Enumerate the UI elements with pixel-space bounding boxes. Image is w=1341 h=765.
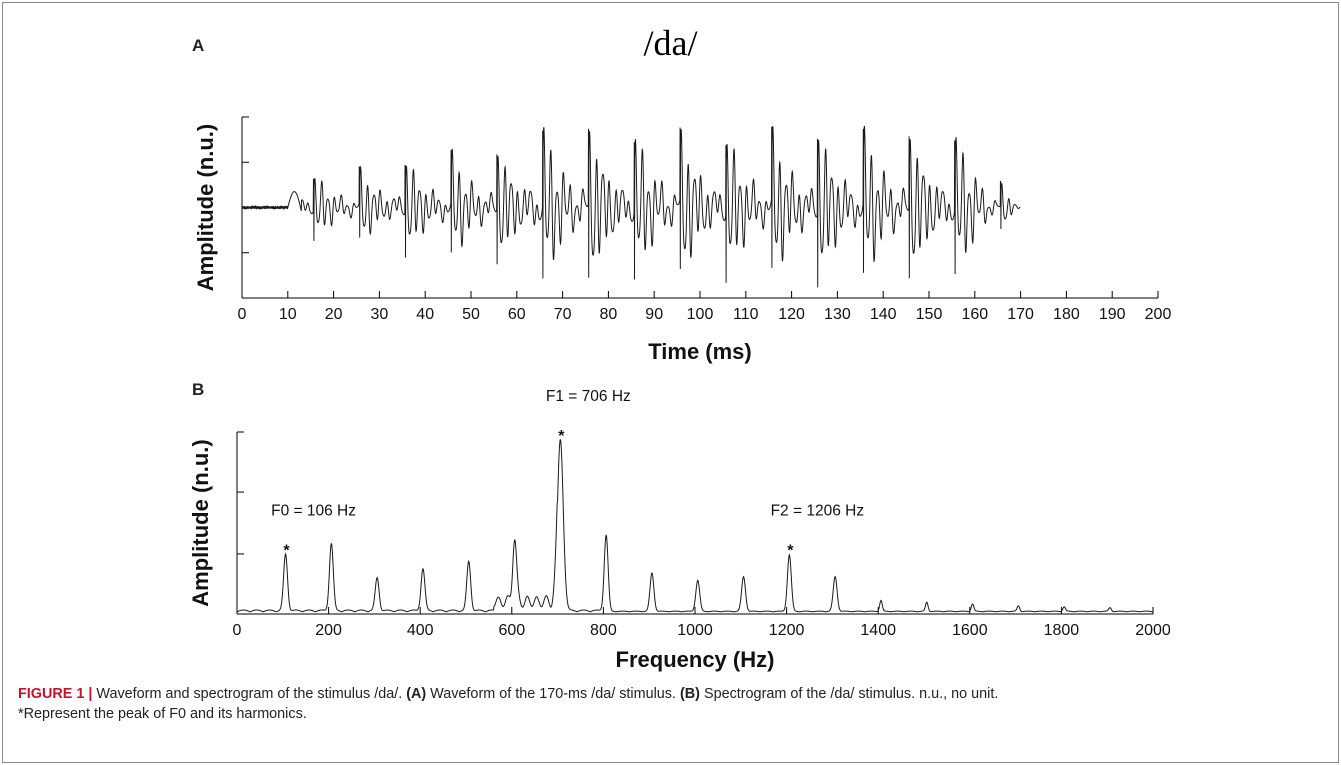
- waveform-x-tick-label: 90: [645, 306, 663, 323]
- waveform-x-tick-label: 130: [824, 306, 851, 323]
- spectrum-x-tick-label: 800: [590, 622, 617, 639]
- spectrum-x-tick-label: 1600: [952, 622, 988, 639]
- waveform-x-tick-label: 80: [600, 306, 618, 323]
- waveform-series-line: [241, 125, 1021, 288]
- caption-text-3: Spectrogram of the /da/ stimulus. n.u., …: [699, 686, 999, 702]
- waveform-x-tick-label: 100: [687, 306, 714, 323]
- stimulus-title: /da/: [643, 23, 698, 63]
- panel-a-label: A: [192, 36, 205, 55]
- caption-text-1: Waveform and spectrogram of the stimulus…: [92, 686, 407, 702]
- spectrum-y-axis-title: Amplitude (n.u.): [188, 439, 213, 606]
- waveform-x-tick-label: 150: [916, 306, 943, 323]
- waveform-x-tick-label: 190: [1099, 306, 1126, 323]
- spectrum-x-tick-label: 0: [233, 622, 242, 639]
- caption-bold-a: (A): [406, 686, 427, 702]
- spectrum-x-tick-label: 1400: [860, 622, 896, 639]
- waveform-x-tick-label: 0: [238, 306, 247, 323]
- waveform-x-tick-label: 200: [1145, 306, 1172, 323]
- waveform-x-tick-label: 30: [371, 306, 389, 323]
- waveform-x-tick-label: 170: [1007, 306, 1034, 323]
- waveform-x-tick-label: 120: [778, 306, 805, 323]
- waveform-x-tick-label: 140: [870, 306, 897, 323]
- spectrum-x-tick-label: 200: [315, 622, 342, 639]
- waveform-chart: 0 10 20 30 40 50 60 70 80 90 100 110 120 130 140 150 160…: [193, 116, 1172, 364]
- waveform-x-axis-title: Time (ms): [648, 339, 752, 364]
- spectrum-x-tick-label: 400: [407, 622, 434, 639]
- peak-marker-asterisk: *: [283, 543, 290, 560]
- waveform-x-tick-label: 160: [961, 306, 988, 323]
- spectrum-x-tick-label: 1200: [769, 622, 805, 639]
- caption-bold-b: (B): [679, 686, 700, 702]
- waveform-x-tick-label: 180: [1053, 306, 1080, 323]
- waveform-x-tick-label: 50: [462, 306, 480, 323]
- peak-annotation-label: F1 = 706 Hz: [546, 388, 631, 405]
- panel-b-label: B: [192, 380, 205, 399]
- figure-caption: FIGURE 1 | Waveform and spectrogram of t…: [18, 684, 1318, 724]
- caption-line-2: *Represent the peak of F0 and its harmon…: [18, 706, 307, 722]
- spectrum-x-axis-title: Frequency (Hz): [616, 647, 775, 672]
- peak-annotation-label: F2 = 1206 Hz: [771, 503, 864, 520]
- caption-figure-label: FIGURE 1 |: [18, 686, 93, 702]
- waveform-x-tick-label: 60: [508, 306, 526, 323]
- waveform-x-tick-label: 10: [279, 306, 297, 323]
- waveform-x-tick-label: 20: [325, 306, 343, 323]
- peak-marker-asterisk: *: [558, 428, 565, 445]
- spectrum-x-tick-label: 1000: [677, 622, 713, 639]
- caption-text-2: Waveform of the 170-ms /da/ stimulus.: [426, 686, 680, 702]
- spectrum-series-line: [236, 439, 1154, 613]
- spectrum-chart: 0 200 400 600 800 1000 1200 1400 1600 1800 2000 Fre…: [188, 388, 1171, 672]
- spectrum-x-tick-label: 600: [498, 622, 525, 639]
- peak-annotation-label: F0 = 106 Hz: [271, 503, 356, 520]
- waveform-x-tick-label: 110: [733, 306, 759, 323]
- waveform-y-axis-title: Amplitude (n.u.): [193, 124, 218, 291]
- spectrum-x-tick-label: 1800: [1044, 622, 1080, 639]
- waveform-x-tick-label: 70: [554, 306, 572, 323]
- peak-marker-asterisk: *: [787, 543, 794, 560]
- waveform-x-tick-label: 40: [416, 306, 434, 323]
- spectrum-x-tick-label: 2000: [1135, 622, 1171, 639]
- figure-charts: 0 10 20 30 40 50 60 70 80 90 100 110 120 130 140 150 160…: [188, 116, 1172, 672]
